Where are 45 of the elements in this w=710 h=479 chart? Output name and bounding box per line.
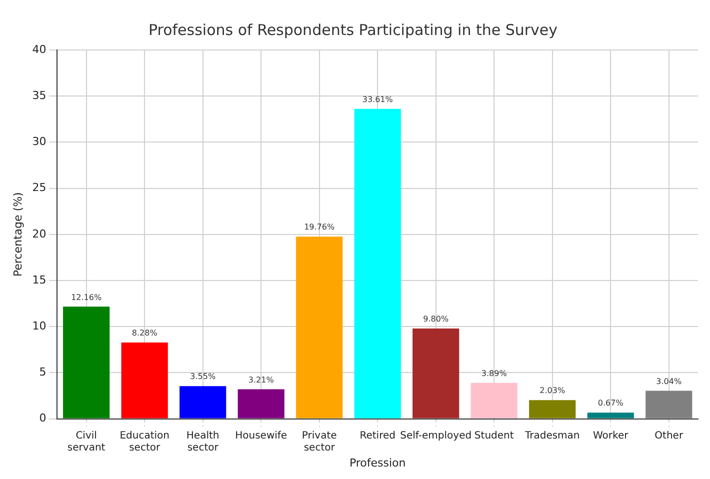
bar bbox=[470, 382, 518, 418]
x-tick-label: Worker bbox=[593, 430, 630, 442]
y-tick-label: 30 bbox=[32, 135, 46, 148]
x-tick-label: Private sector bbox=[302, 430, 337, 454]
y-tick-label: 40 bbox=[32, 42, 46, 56]
x-tick-label: Education sector bbox=[120, 430, 170, 454]
x-tick-label: Self-employed bbox=[400, 430, 472, 442]
x-tick-label: Civil servant bbox=[67, 430, 106, 454]
data-label: 0.67% bbox=[598, 398, 624, 408]
bar bbox=[587, 412, 634, 418]
data-label: 8.28% bbox=[132, 328, 158, 338]
bar bbox=[180, 386, 226, 418]
x-tick-label: Housewife bbox=[235, 430, 288, 442]
bar bbox=[412, 328, 460, 418]
y-tick-label: 15 bbox=[32, 273, 46, 286]
data-label: 12.16% bbox=[71, 292, 102, 302]
chart-title: Professions of Respondents Participating in the Survey bbox=[148, 20, 558, 39]
bar bbox=[121, 342, 168, 418]
bar bbox=[63, 306, 110, 418]
data-label: 3.04% bbox=[656, 376, 682, 386]
y-tick-label: 5 bbox=[39, 366, 46, 379]
bar bbox=[354, 108, 401, 418]
data-label: 9.80% bbox=[423, 314, 449, 324]
data-label: 33.61% bbox=[362, 94, 394, 104]
data-label: 19.76% bbox=[304, 222, 335, 232]
bar bbox=[646, 390, 692, 418]
data-label: 3.89% bbox=[481, 369, 508, 378]
y-tick-label: 25 bbox=[32, 181, 46, 194]
y-tick-label: 35 bbox=[32, 88, 46, 102]
bar bbox=[296, 236, 343, 418]
x-tick-label: Other bbox=[654, 430, 684, 442]
x-tick-label: Tradesman bbox=[524, 430, 580, 442]
y-tick-label: 0 bbox=[39, 412, 46, 425]
bar bbox=[238, 389, 284, 418]
y-tick-label: 10 bbox=[32, 319, 46, 332]
data-label: 3.21% bbox=[248, 375, 274, 384]
x-tick-label: Student bbox=[474, 430, 514, 442]
data-label: 2.03% bbox=[540, 386, 566, 396]
x-tick-label: Health sector bbox=[186, 430, 220, 454]
y-tick-label: 20 bbox=[32, 227, 46, 240]
bar bbox=[529, 400, 576, 418]
data-label: 3.55% bbox=[190, 372, 216, 382]
x-axis-title: Profession bbox=[349, 456, 406, 470]
x-tick-label: Retired bbox=[360, 430, 396, 442]
y-axis-title: Percentage (%) bbox=[11, 192, 24, 277]
